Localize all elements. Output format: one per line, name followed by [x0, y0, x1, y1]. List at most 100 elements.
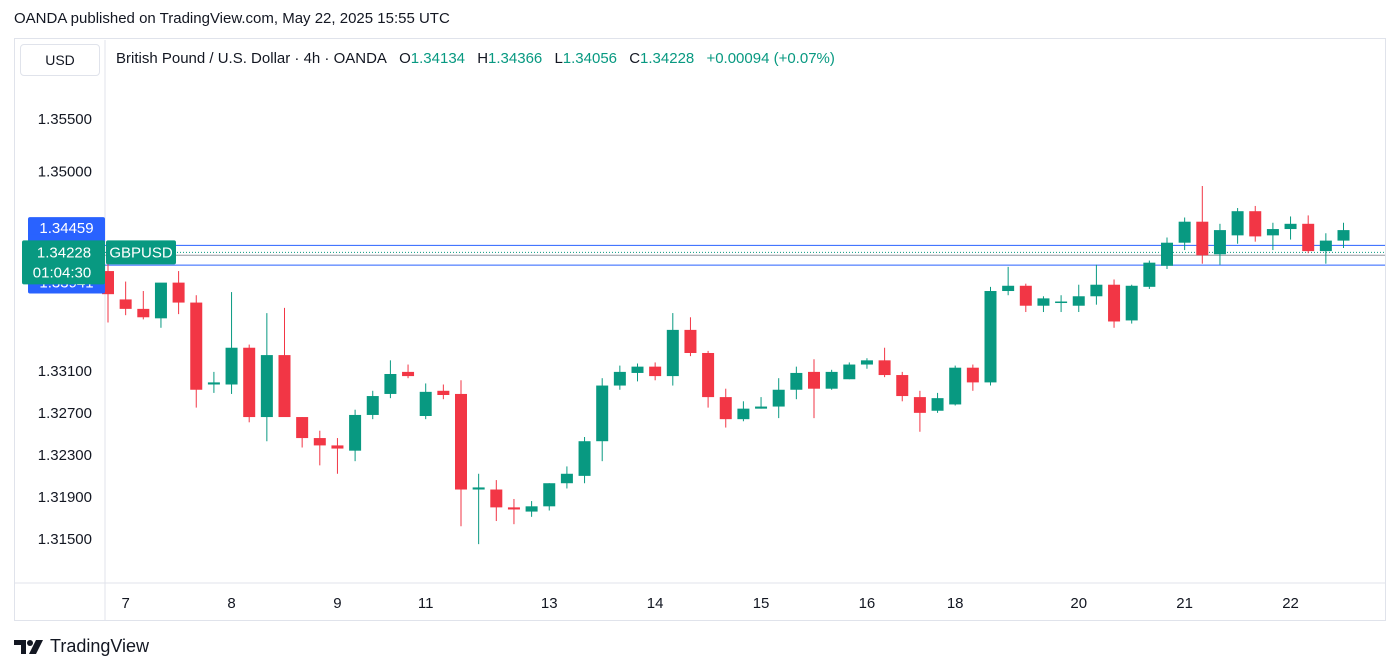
- candle[interactable]: [455, 380, 467, 527]
- candle-body: [1266, 229, 1279, 236]
- candle[interactable]: [525, 501, 538, 517]
- candle[interactable]: [931, 392, 944, 413]
- candle[interactable]: [1213, 223, 1226, 265]
- candle[interactable]: [984, 286, 997, 386]
- candle[interactable]: [366, 390, 379, 420]
- candle[interactable]: [966, 364, 979, 391]
- candle-body: [1337, 230, 1350, 241]
- candle[interactable]: [1266, 222, 1279, 251]
- candle[interactable]: [1125, 284, 1138, 324]
- candle[interactable]: [1284, 216, 1297, 240]
- candle[interactable]: [1055, 295, 1068, 313]
- candle[interactable]: [896, 371, 909, 402]
- candle[interactable]: [190, 295, 203, 408]
- candle[interactable]: [1037, 296, 1050, 313]
- candle[interactable]: [878, 347, 891, 378]
- candle-body: [260, 355, 273, 418]
- candle[interactable]: [490, 480, 503, 522]
- candle[interactable]: [684, 317, 697, 357]
- candle[interactable]: [578, 437, 591, 484]
- candle[interactable]: [1072, 284, 1085, 313]
- candle[interactable]: [1249, 205, 1262, 242]
- candle[interactable]: [472, 473, 485, 545]
- candle[interactable]: [154, 282, 167, 328]
- price-axis[interactable]: 1.35500 1.35000 1.33100 1.32700 1.32300 1.319…: [38, 111, 92, 548]
- candles[interactable]: [102, 185, 1350, 545]
- price-tick-label: 1.35000: [38, 163, 92, 180]
- candle[interactable]: [1143, 260, 1156, 289]
- candle[interactable]: [755, 397, 768, 409]
- currency-selector[interactable]: USD: [20, 44, 100, 76]
- candle[interactable]: [613, 365, 626, 390]
- candle[interactable]: [596, 378, 609, 462]
- candle-body: [437, 390, 450, 395]
- candle[interactable]: [649, 362, 662, 381]
- candle[interactable]: [772, 378, 785, 419]
- candle-body: [402, 371, 415, 377]
- candle[interactable]: [1231, 208, 1244, 244]
- candle[interactable]: [860, 358, 873, 369]
- candle[interactable]: [402, 364, 415, 379]
- candle[interactable]: [1302, 215, 1315, 254]
- candle-body: [772, 389, 785, 407]
- candle[interactable]: [1196, 185, 1209, 264]
- candle-body: [860, 360, 873, 365]
- candle[interactable]: [419, 383, 432, 420]
- candle[interactable]: [949, 365, 962, 406]
- candle[interactable]: [560, 466, 573, 489]
- candle[interactable]: [719, 388, 732, 428]
- candle-body: [137, 308, 150, 318]
- candle[interactable]: [1108, 279, 1121, 328]
- candle[interactable]: [243, 344, 256, 423]
- candle[interactable]: [278, 307, 291, 418]
- time-tick-label: 18: [947, 595, 964, 612]
- candle[interactable]: [825, 369, 838, 390]
- candle[interactable]: [207, 371, 220, 393]
- candle[interactable]: [331, 438, 344, 474]
- candle[interactable]: [296, 417, 309, 448]
- candle[interactable]: [790, 366, 803, 400]
- candle[interactable]: [543, 483, 556, 511]
- candle[interactable]: [225, 292, 238, 394]
- candle-body: [384, 373, 397, 394]
- last-price-tag-bg: [22, 240, 105, 285]
- candle[interactable]: [1090, 264, 1103, 305]
- candle[interactable]: [172, 271, 185, 315]
- candle[interactable]: [808, 359, 820, 419]
- candle[interactable]: [737, 401, 750, 422]
- footer-brand[interactable]: TradingView: [14, 636, 149, 657]
- change-value: +0.00094 (+0.07%): [706, 50, 835, 67]
- candle-body: [1196, 221, 1209, 256]
- time-tick-label: 16: [859, 595, 876, 612]
- candle[interactable]: [1337, 222, 1350, 248]
- candle[interactable]: [913, 390, 926, 432]
- candle[interactable]: [313, 430, 326, 466]
- candle[interactable]: [137, 291, 150, 320]
- candle[interactable]: [384, 360, 397, 399]
- candle-body: [560, 473, 573, 484]
- price-tick-label: 1.35500: [38, 111, 92, 128]
- candle[interactable]: [349, 409, 362, 462]
- candle[interactable]: [119, 281, 132, 316]
- candle[interactable]: [666, 313, 679, 386]
- brand-name: TradingView: [50, 636, 150, 656]
- candle[interactable]: [1002, 266, 1015, 296]
- price-tick-label: 1.32700: [38, 405, 92, 422]
- price-tick-label: 1.32300: [38, 447, 92, 464]
- candle[interactable]: [260, 313, 273, 442]
- candle[interactable]: [702, 350, 715, 408]
- candle[interactable]: [1019, 283, 1032, 313]
- low-value: 1.34056: [562, 50, 618, 67]
- candle[interactable]: [631, 363, 644, 382]
- candle[interactable]: [843, 362, 856, 380]
- candle[interactable]: [1319, 233, 1332, 264]
- time-tick-label: 20: [1070, 595, 1087, 612]
- candle-body: [755, 406, 768, 409]
- candle[interactable]: [437, 384, 450, 400]
- time-axis[interactable]: 7 8 9 11 13 14 15 16 18 20 21 22: [121, 595, 1298, 612]
- candle[interactable]: [1161, 237, 1173, 269]
- candle[interactable]: [1178, 217, 1191, 251]
- candle[interactable]: [507, 498, 520, 525]
- candle-body: [207, 382, 220, 385]
